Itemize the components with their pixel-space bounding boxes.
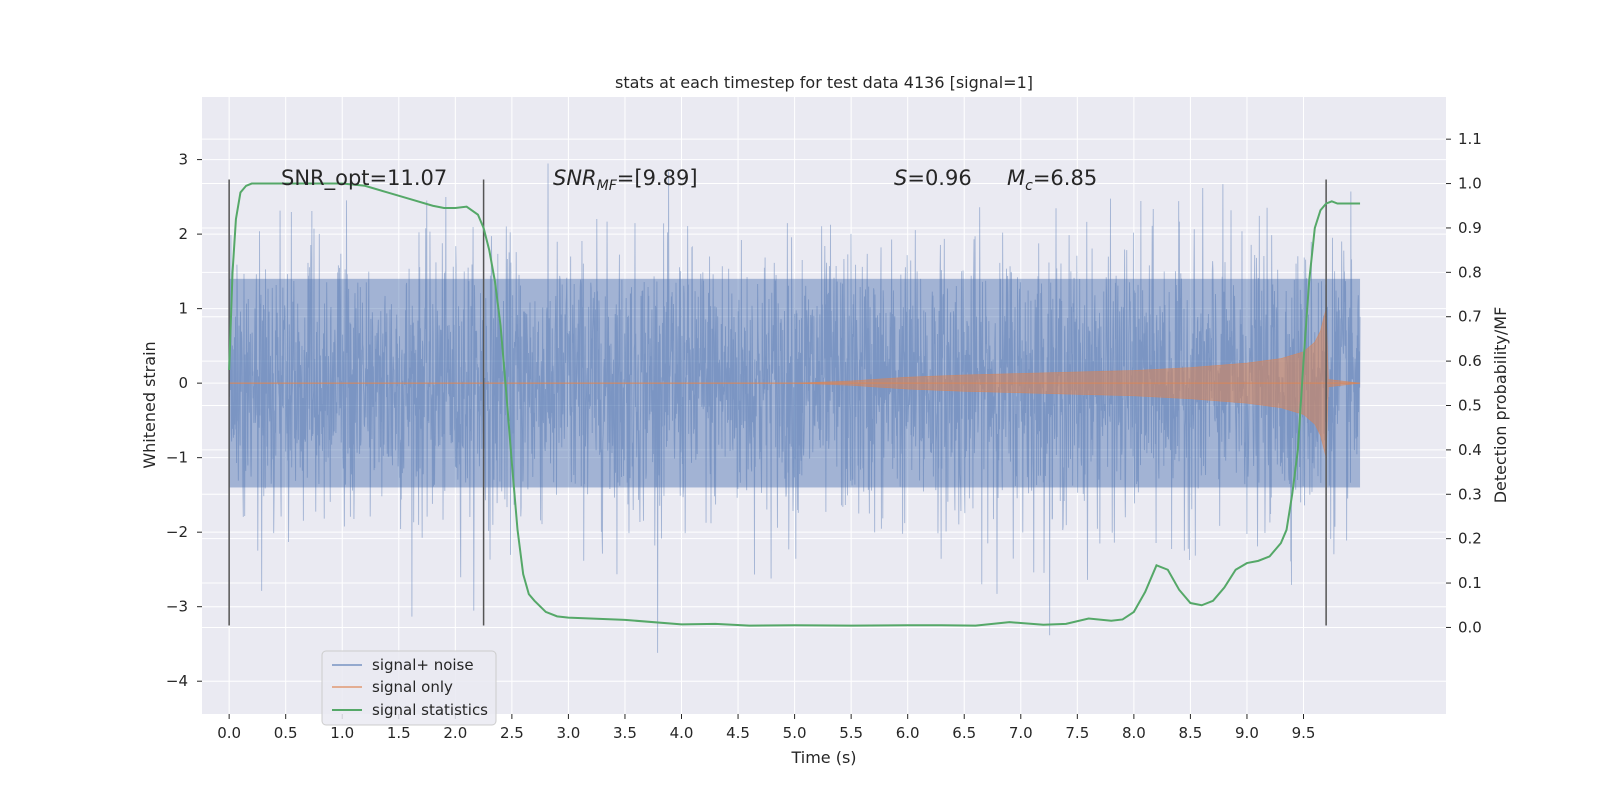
- y2-tick-label: 1.1: [1458, 130, 1482, 148]
- x-tick-label: 6.5: [952, 724, 976, 742]
- y2-tick-label: 0.2: [1458, 530, 1482, 548]
- x-tick-label: 9.0: [1235, 724, 1259, 742]
- x-tick-label: 7.0: [1009, 724, 1033, 742]
- y2-tick-label: 0.8: [1458, 263, 1482, 281]
- x-tick-label: 3.0: [556, 724, 580, 742]
- legend-label-signal-noise: signal+ noise: [372, 656, 474, 674]
- signal-statistics-series: [228, 182, 1361, 627]
- x-tick-label: 9.5: [1292, 724, 1316, 742]
- chart-title: stats at each timestep for test data 413…: [615, 73, 1033, 92]
- y2-tick-label: 0.7: [1458, 308, 1482, 326]
- x-tick-label: 0.0: [217, 724, 241, 742]
- x-tick-label: 3.5: [613, 724, 637, 742]
- x-tick-label: 1.0: [330, 724, 354, 742]
- y2-tick-label: 0.5: [1458, 397, 1482, 415]
- y2-tick-label: 0.0: [1458, 618, 1482, 636]
- y-tick-label: −1: [166, 449, 188, 467]
- signal-noise-line: [228, 163, 1361, 653]
- legend: signal+ noise signal only signal statist…: [321, 650, 497, 726]
- legend-label-signal-only: signal only: [372, 678, 453, 696]
- y2-tick-label: 0.4: [1458, 441, 1482, 459]
- y-tick-label: 2: [178, 225, 188, 243]
- y-axis-ticks: 3 2 1 0 −1 −2 −3 −4: [166, 151, 202, 690]
- y-tick-label: 3: [178, 151, 188, 169]
- y-tick-label: −3: [166, 598, 188, 616]
- annotation-snr-mf: SNRMF=[9.89]: [553, 166, 698, 194]
- y2-tick-label: 0.9: [1458, 219, 1482, 237]
- vertical-markers: [228, 179, 1327, 626]
- x-tick-label: 4.0: [670, 724, 694, 742]
- x-tick-label: 4.5: [726, 724, 750, 742]
- x-tick-label: 5.5: [839, 724, 863, 742]
- x-tick-label: 2.5: [500, 724, 524, 742]
- y-tick-label: 1: [178, 300, 188, 318]
- x-axis-ticks: 0.0 0.5 1.0 1.5 2.0 2.5 3.0 3.5 4.0 4.5 5.0 5.5 6.0 6…: [217, 714, 1315, 742]
- x-tick-label: 0.5: [274, 724, 298, 742]
- y-tick-label: 0: [178, 374, 188, 392]
- x-tick-label: 8.5: [1178, 724, 1202, 742]
- y2-axis-ticks: 1.1 1.0 0.9 0.8 0.7 0.6 0.5 0.4 0.3 0.2 0.1 0.0: [1446, 130, 1482, 636]
- annotation-snr-opt: SNR_opt=11.07: [281, 166, 447, 191]
- grid: [202, 97, 1446, 714]
- y2-tick-label: 0.6: [1458, 352, 1482, 370]
- x-axis-label: Time (s): [790, 748, 856, 767]
- x-tick-label: 8.0: [1122, 724, 1146, 742]
- x-tick-label: 6.0: [896, 724, 920, 742]
- y2-tick-label: 0.1: [1458, 574, 1482, 592]
- legend-box: [321, 650, 497, 726]
- y-tick-label: −4: [166, 672, 188, 690]
- x-tick-label: 2.0: [443, 724, 467, 742]
- x-tick-label: 7.5: [1065, 724, 1089, 742]
- y2-tick-label: 1.0: [1458, 175, 1482, 193]
- y-tick-label: −2: [166, 523, 188, 541]
- y-axis-label: Whitened strain: [140, 341, 159, 468]
- x-tick-label: 1.5: [387, 724, 411, 742]
- y2-axis-label: Detection probability/MF: [1491, 307, 1510, 504]
- annotation-mc: Mc=6.85: [1007, 166, 1097, 194]
- legend-label-signal-statistics: signal statistics: [372, 701, 488, 719]
- annotation-s: S=0.96: [894, 166, 972, 190]
- x-tick-label: 5.0: [783, 724, 807, 742]
- y2-tick-label: 0.3: [1458, 485, 1482, 503]
